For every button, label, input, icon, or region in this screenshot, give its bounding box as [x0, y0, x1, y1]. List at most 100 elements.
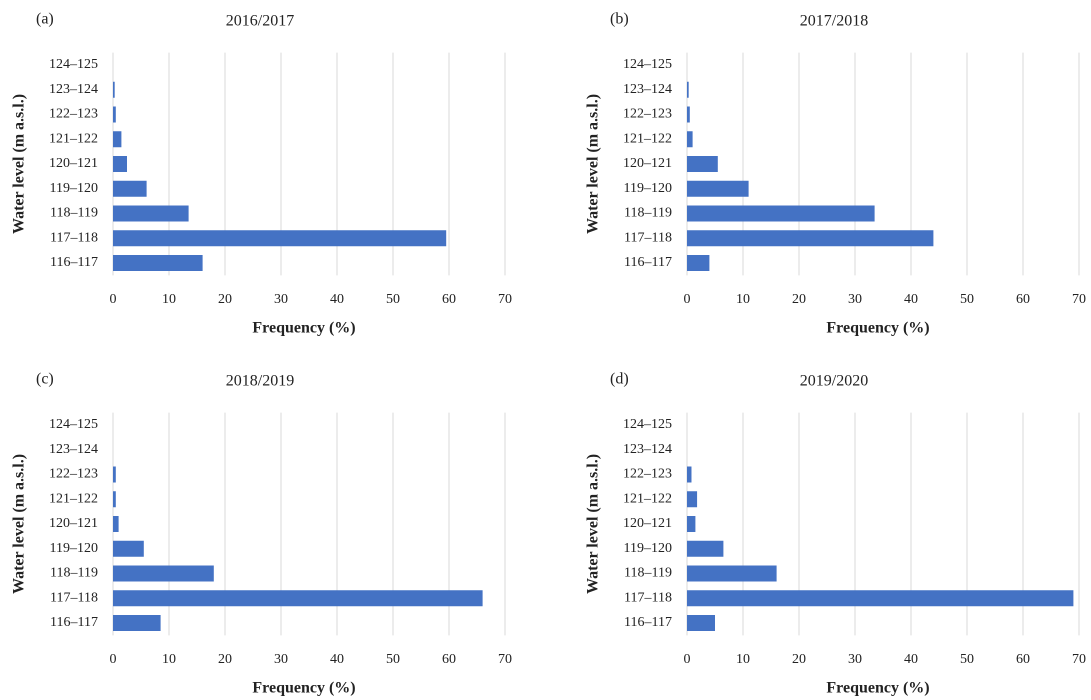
panel-label: (a) [36, 11, 54, 28]
y-axis-label: Water level (m a.s.l.) [585, 454, 602, 594]
x-tick-label: 50 [386, 652, 400, 667]
bar [687, 590, 1074, 607]
y-tick-label: 119–120 [50, 541, 98, 556]
panel-label: (c) [36, 371, 54, 388]
x-tick-label: 30 [848, 292, 862, 307]
y-axis-label: Water level (m a.s.l.) [11, 94, 28, 234]
y-tick-label: 118–119 [50, 566, 98, 581]
y-tick-label: 120–121 [49, 156, 98, 171]
chart-panel: 0 10 20 30 40 50 60 70 124–125 123–124 122–123 121–… [585, 371, 1086, 697]
x-tick-label: 40 [330, 292, 344, 307]
bar [687, 230, 934, 247]
bar [687, 131, 693, 148]
x-tick-label: 50 [960, 292, 974, 307]
bar [687, 565, 777, 582]
chart-title: 2018/2019 [226, 373, 294, 390]
bar [113, 180, 147, 197]
y-tick-label: 117–118 [624, 230, 672, 245]
y-tick-label: 121–122 [49, 491, 98, 506]
x-tick-label: 0 [110, 292, 117, 307]
y-tick-label: 122–123 [623, 107, 672, 122]
x-tick-label: 50 [386, 292, 400, 307]
bar [113, 205, 189, 222]
x-tick-label: 30 [274, 652, 288, 667]
y-tick-label: 121–122 [49, 131, 98, 146]
y-tick-label: 120–121 [623, 156, 672, 171]
bar [687, 540, 724, 557]
y-tick-label: 123–124 [623, 442, 672, 457]
x-axis-label: Frequency (%) [826, 320, 929, 337]
x-axis-label: Frequency (%) [252, 680, 355, 697]
panel-label: (b) [610, 11, 629, 28]
bar [687, 491, 698, 508]
y-axis-label: Water level (m a.s.l.) [585, 94, 602, 234]
panel-label: (d) [610, 371, 629, 388]
x-tick-label: 70 [1072, 652, 1086, 667]
x-tick-label: 0 [684, 652, 691, 667]
x-tick-label: 0 [684, 292, 691, 307]
x-axis-label: Frequency (%) [252, 320, 355, 337]
y-tick-label: 118–119 [624, 566, 672, 581]
x-tick-label: 60 [1016, 652, 1030, 667]
bar [687, 516, 696, 532]
x-tick-label: 0 [110, 652, 117, 667]
x-tick-label: 10 [736, 652, 750, 667]
bar [687, 81, 689, 98]
bar [687, 156, 718, 172]
x-tick-label: 20 [218, 652, 232, 667]
x-tick-label: 30 [274, 292, 288, 307]
x-tick-label: 40 [904, 292, 918, 307]
x-tick-label: 60 [442, 292, 456, 307]
x-tick-label: 70 [1072, 292, 1086, 307]
bar [113, 255, 203, 271]
bar [113, 540, 144, 557]
x-tick-label: 70 [498, 292, 512, 307]
y-tick-label: 119–120 [624, 541, 672, 556]
chart-panel: 0 10 20 30 40 50 60 70 124–125 123–124 122–123 121–… [11, 11, 512, 337]
y-tick-label: 124–125 [49, 417, 98, 432]
x-tick-label: 70 [498, 652, 512, 667]
chart-title: 2016/2017 [226, 13, 294, 30]
x-tick-label: 10 [736, 292, 750, 307]
bar [113, 230, 447, 247]
x-tick-label: 60 [442, 652, 456, 667]
bar [687, 466, 692, 483]
y-axis-label: Water level (m a.s.l.) [11, 454, 28, 594]
y-tick-label: 117–118 [50, 590, 98, 605]
y-tick-label: 116–117 [624, 255, 672, 270]
x-tick-label: 40 [330, 652, 344, 667]
chart-title: 2019/2020 [800, 373, 868, 390]
bar [113, 516, 119, 532]
x-tick-label: 30 [848, 652, 862, 667]
y-tick-label: 122–123 [49, 107, 98, 122]
y-tick-label: 119–120 [624, 181, 672, 196]
bar [113, 106, 116, 123]
chart-panel: 0 10 20 30 40 50 60 70 124–125 123–124 122–123 121–… [11, 371, 512, 697]
bar [687, 180, 749, 197]
x-tick-label: 10 [162, 292, 176, 307]
y-tick-label: 124–125 [49, 57, 98, 72]
x-tick-label: 60 [1016, 292, 1030, 307]
y-tick-label: 123–124 [49, 442, 98, 457]
y-tick-label: 122–123 [623, 467, 672, 482]
y-tick-label: 117–118 [624, 590, 672, 605]
y-tick-label: 120–121 [623, 516, 672, 531]
bar [113, 615, 161, 631]
bar [687, 106, 690, 123]
bar [687, 255, 710, 271]
x-tick-label: 40 [904, 652, 918, 667]
x-tick-label: 20 [218, 292, 232, 307]
x-tick-label: 20 [792, 292, 806, 307]
bar [113, 131, 122, 148]
y-tick-label: 121–122 [623, 491, 672, 506]
chart-panel: 0 10 20 30 40 50 60 70 124–125 123–124 122–123 121–… [585, 11, 1086, 337]
y-tick-label: 117–118 [50, 230, 98, 245]
x-tick-label: 50 [960, 652, 974, 667]
y-tick-label: 118–119 [624, 206, 672, 221]
x-tick-label: 10 [162, 652, 176, 667]
y-tick-label: 121–122 [623, 131, 672, 146]
x-tick-label: 20 [792, 652, 806, 667]
y-tick-label: 122–123 [49, 467, 98, 482]
bar [687, 615, 715, 631]
